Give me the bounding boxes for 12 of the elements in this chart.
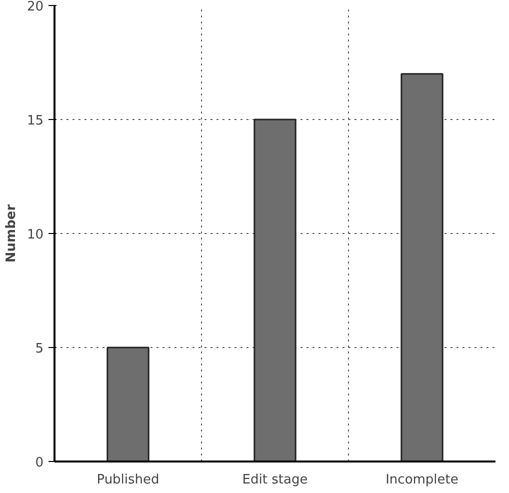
x-tick-label: Edit stage (242, 472, 308, 488)
y-axis-title: Number (4, 204, 19, 263)
bar (254, 118, 296, 462)
x-tick-label: Incomplete (386, 472, 458, 488)
bar (106, 346, 150, 462)
y-tick-label: 5 (35, 342, 44, 356)
y-tick-label: 20 (26, 0, 44, 14)
y-tick-label: 15 (26, 114, 44, 128)
y-tick-label: 10 (26, 228, 44, 242)
y-tick-label: 0 (35, 456, 44, 470)
x-tick-label: Published (96, 472, 160, 488)
bar (400, 73, 444, 462)
